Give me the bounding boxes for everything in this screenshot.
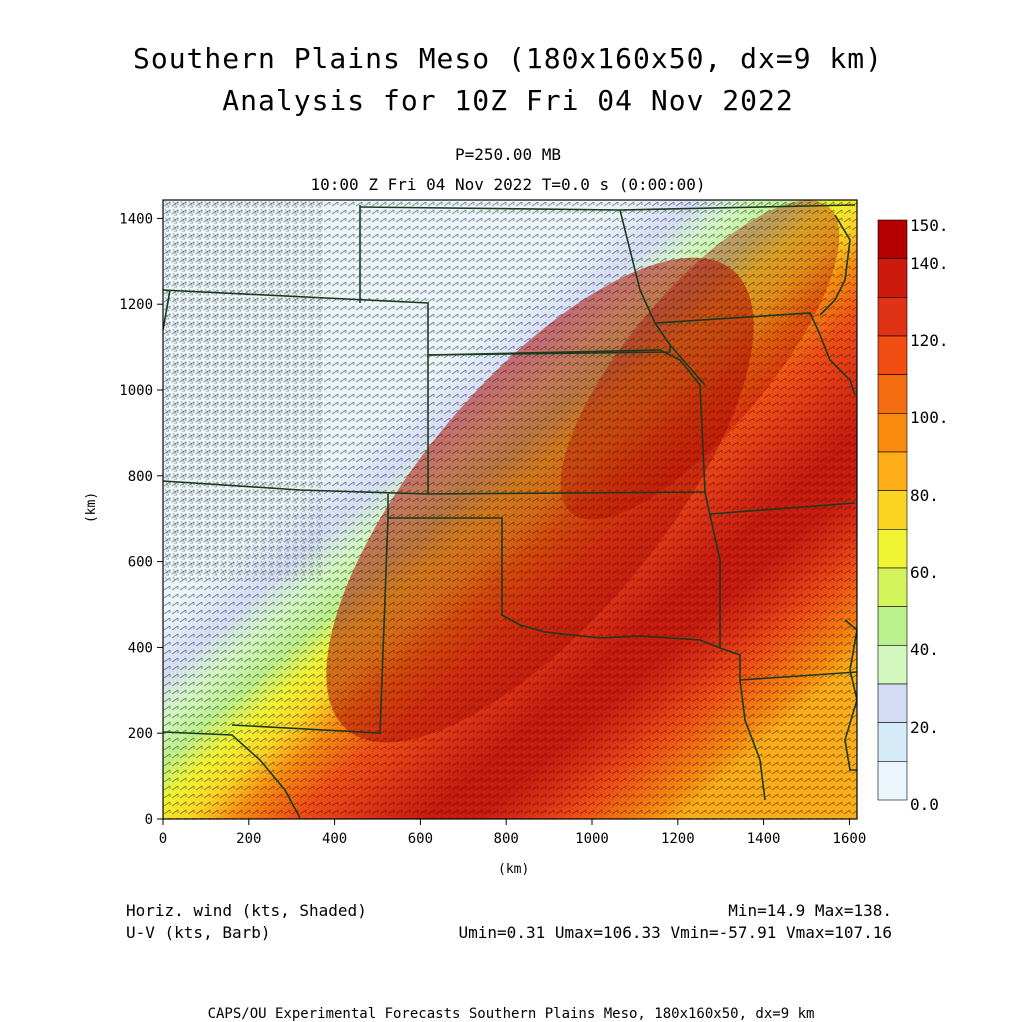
colorbar-swatch (877, 722, 908, 762)
colorbar-label: 0.0 (910, 795, 939, 814)
x-tick-label: 400 (322, 831, 347, 847)
x-tick-label: 600 (408, 831, 433, 847)
y-tick-label: 1400 (119, 211, 153, 227)
x-tick-label: 1000 (575, 831, 609, 847)
colorbar-label: 60. (910, 563, 939, 582)
colorbar-label: 140. (910, 254, 949, 273)
colorbar-swatch (877, 645, 908, 685)
shading-field-label: Horiz. wind (kts, Shaded) (126, 901, 367, 920)
colorbar-swatch (877, 413, 908, 453)
colorbar-swatch (877, 529, 908, 569)
y-tick-label: 1000 (119, 383, 153, 399)
x-tick-label: 800 (494, 831, 519, 847)
y-axis-title: (km) (84, 491, 100, 524)
barb-field-label: U-V (kts, Barb) (126, 923, 271, 942)
wind-shading (163, 200, 857, 819)
x-tick-label: 1400 (747, 831, 781, 847)
y-tick-label: 400 (128, 640, 153, 656)
colorbar-label: 80. (910, 486, 939, 505)
colorbar-label: 20. (910, 718, 939, 737)
colorbar-swatch (877, 606, 908, 646)
colorbar-label: 120. (910, 331, 949, 350)
y-tick-label: 800 (128, 469, 153, 485)
colorbar-swatch (877, 335, 908, 375)
uv-extrema-label: Umin=0.31 Umax=106.33 Vmin=-57.91 Vmax=1… (458, 923, 892, 942)
x-tick-label: 200 (236, 831, 261, 847)
x-tick-label: 1200 (661, 831, 695, 847)
colorbar-swatch (877, 374, 908, 414)
state-boundaries (163, 204, 857, 819)
y-tick-label: 600 (128, 555, 153, 571)
colorbar-swatch (877, 219, 908, 259)
colorbar-label: 40. (910, 640, 939, 659)
colorbar-legend: 150. 140. 120. 100. 80. 60. 40. 20. 0.0 (877, 216, 949, 814)
y-tick-label: 200 (128, 726, 153, 742)
colorbar-swatch (877, 490, 908, 530)
colorbar-swatch (877, 761, 908, 801)
colorbar-swatch (877, 683, 908, 723)
y-axis: 0 200 400 600 800 1000 1200 1400 (119, 211, 163, 828)
colorbar-swatch (877, 567, 908, 607)
x-axis-title: (km) (498, 862, 530, 877)
x-tick-label: 1600 (833, 831, 867, 847)
y-tick-label: 1200 (119, 297, 153, 313)
colorbar-label: 150. (910, 216, 949, 235)
colorbar-swatch (877, 451, 908, 491)
colorbar-swatch (877, 297, 908, 337)
colorbar-swatch (877, 258, 908, 298)
pressure-level-label: P=250.00 MB (455, 145, 561, 164)
chart-title: Southern Plains Meso (180x160x50, dx=9 k… (132, 42, 883, 75)
valid-time-label: 10:00 Z Fri 04 Nov 2022 T=0.0 s (0:00:00… (310, 175, 706, 194)
y-tick-label: 0 (145, 812, 153, 828)
chart-subtitle: Analysis for 10Z Fri 04 Nov 2022 (222, 84, 794, 117)
colorbar-label: 100. (910, 408, 949, 427)
plot-frame (162, 199, 858, 820)
x-tick-label: 0 (159, 831, 167, 847)
min-max-label: Min=14.9 Max=138. (728, 901, 892, 920)
credit-label: CAPS/OU Experimental Forecasts Southern … (207, 1006, 815, 1022)
x-axis: 0 200 400 600 800 1000 1200 1400 1600 (159, 819, 866, 847)
